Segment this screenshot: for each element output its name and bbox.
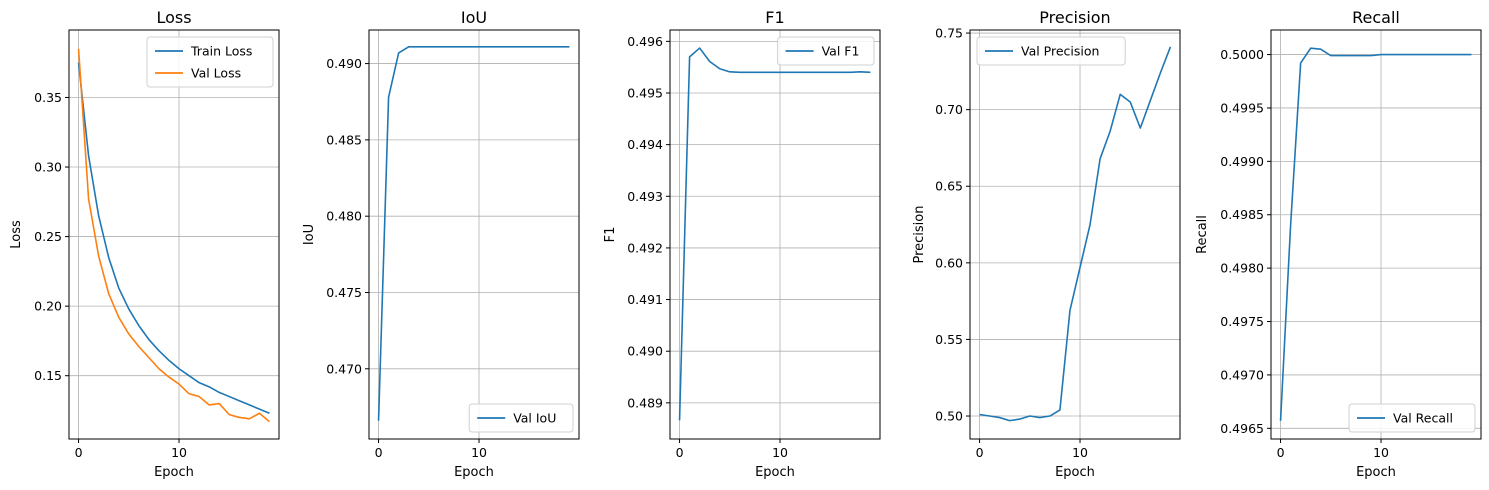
- y-tick-label: 0.30: [34, 160, 62, 175]
- y-tick-label: 0.4985: [1220, 207, 1264, 222]
- legend: Val Recall: [1348, 403, 1476, 433]
- series-line-val-f1: [678, 47, 871, 421]
- y-tick-label: 0.15: [34, 368, 62, 383]
- legend-label: Val IoU: [513, 411, 556, 426]
- x-axis-label: Epoch: [1356, 465, 1396, 480]
- y-axis-label: IoU: [302, 224, 317, 245]
- subplot-title: Loss: [156, 8, 191, 27]
- x-tick-label: 0: [375, 445, 383, 460]
- subplot-f1: 0 10 0.489 0.490 0.491 0.492 0.493 0.494 0.495 0.…: [603, 8, 881, 480]
- x-tick-label: 10: [471, 445, 487, 460]
- y-tick-label: 0.5000: [1220, 47, 1264, 62]
- x-tick-label: 10: [171, 445, 187, 460]
- legend-box: [777, 36, 875, 66]
- y-axis-label: F1: [603, 227, 618, 243]
- subplot-title: IoU: [461, 8, 487, 27]
- y-tick-label: 0.20: [34, 299, 62, 314]
- x-axis-label: Epoch: [755, 465, 795, 480]
- x-axis-label: Epoch: [454, 465, 494, 480]
- subplot-recall: 0 10 0.4965 0.4970 0.4975 0.4980 0.4985 0.4990 0…: [1195, 8, 1482, 480]
- axes-frame: [669, 29, 881, 440]
- y-tick-label: 0.496: [627, 34, 663, 49]
- x-tick-label: 0: [75, 445, 83, 460]
- y-tick-label: 0.65: [935, 179, 963, 194]
- y-tick-label: 0.70: [935, 102, 963, 117]
- x-axis-label: Epoch: [1055, 465, 1095, 480]
- y-tick-label: 0.485: [326, 132, 362, 147]
- legend-label: Train Loss: [190, 44, 252, 59]
- subplot-title: Recall: [1352, 8, 1400, 27]
- y-axis-label: Recall: [1195, 215, 1210, 254]
- x-tick-label: 10: [1373, 445, 1389, 460]
- series-line-val-recall: [1279, 47, 1472, 421]
- subplot-iou: 0 10 0.470 0.475 0.480 0.485 0.490 IoU Epoch IoU V…: [302, 8, 580, 480]
- legend-box: [146, 36, 274, 88]
- legend-box: [976, 36, 1126, 66]
- y-tick-label: 0.55: [935, 332, 963, 347]
- y-tick-label: 0.470: [326, 361, 362, 376]
- subplot-precision: 0 10 0.50 0.55 0.60 0.65 0.70 0.75 Precision Epoc…: [912, 8, 1181, 480]
- x-tick-label: 0: [976, 445, 984, 460]
- legend-box: [468, 403, 574, 433]
- y-tick-label: 0.490: [627, 344, 663, 359]
- x-tick-label: 0: [1277, 445, 1285, 460]
- series-line-val-loss: [77, 48, 270, 423]
- y-tick-label: 0.4975: [1220, 314, 1264, 329]
- series-line-val-iou: [377, 45, 570, 421]
- legend-box: [1348, 403, 1476, 433]
- legend-label: Val F1: [822, 44, 860, 59]
- y-tick-label: 0.4970: [1220, 367, 1264, 382]
- y-tick-label: 0.25: [34, 229, 62, 244]
- y-tick-label: 0.75: [935, 26, 963, 41]
- legend: Val Precision: [976, 36, 1126, 66]
- y-tick-label: 0.495: [627, 86, 663, 101]
- series-line-val-precision: [979, 46, 1172, 422]
- y-tick-label: 0.4980: [1220, 261, 1264, 276]
- axes-frame: [969, 29, 1181, 440]
- axes-frame: [368, 29, 580, 440]
- y-tick-label: 0.480: [326, 209, 362, 224]
- y-tick-label: 0.490: [326, 56, 362, 71]
- legend: Val IoU: [468, 403, 574, 433]
- y-tick-label: 0.489: [627, 395, 663, 410]
- y-tick-label: 0.4990: [1220, 154, 1264, 169]
- subplot-title: Precision: [1039, 8, 1110, 27]
- legend: Val F1: [777, 36, 875, 66]
- y-axis-label: Precision: [912, 205, 927, 263]
- y-tick-label: 0.492: [627, 240, 663, 255]
- subplot-title: F1: [765, 8, 784, 27]
- y-tick-label: 0.494: [627, 137, 663, 152]
- axes-frame: [68, 29, 280, 440]
- legend-label: Val Recall: [1393, 411, 1453, 426]
- x-tick-label: 0: [676, 445, 684, 460]
- legend-label: Val Loss: [191, 66, 241, 81]
- y-tick-label: 0.50: [935, 409, 963, 424]
- y-tick-label: 0.35: [34, 90, 62, 105]
- y-axis-label: Loss: [9, 220, 24, 249]
- y-tick-label: 0.4965: [1220, 421, 1264, 436]
- y-tick-label: 0.4995: [1220, 100, 1264, 115]
- axes-frame: [1270, 29, 1482, 440]
- y-tick-label: 0.475: [326, 285, 362, 300]
- legend: Train Loss Val Loss: [146, 36, 274, 88]
- subplot-loss: 0 10 0.15 0.20 0.25 0.30 0.35 Loss Epoch Loss Trai…: [9, 8, 280, 480]
- legend-label: Val Precision: [1021, 44, 1099, 59]
- y-tick-label: 0.60: [935, 255, 963, 270]
- y-tick-label: 0.493: [627, 189, 663, 204]
- x-axis-label: Epoch: [154, 465, 194, 480]
- series-line-train-loss: [77, 62, 270, 414]
- y-tick-label: 0.491: [627, 292, 663, 307]
- x-tick-label: 10: [1072, 445, 1088, 460]
- x-tick-label: 10: [772, 445, 788, 460]
